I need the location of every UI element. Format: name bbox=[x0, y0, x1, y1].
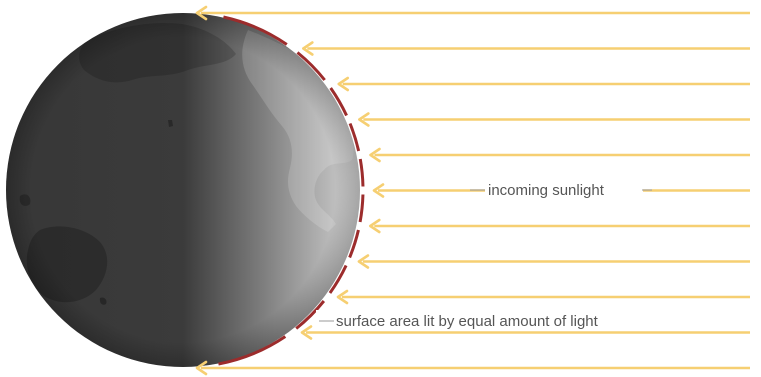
lit-surface-segment bbox=[295, 300, 326, 330]
sunlight-ray-arrowhead bbox=[195, 360, 208, 376]
sunlight-ray-arrowhead bbox=[372, 183, 385, 198]
lit-surface-segment bbox=[329, 87, 348, 117]
surface-area-label: surface area lit by equal amount of ligh… bbox=[336, 313, 599, 330]
incoming-sunlight-label: incoming sunlight bbox=[488, 182, 605, 199]
lit-surface-segment bbox=[218, 335, 287, 366]
sunlight-ray-arrowhead bbox=[337, 76, 350, 92]
sunlight-ray-arrowhead bbox=[369, 218, 381, 234]
incoming-sunlight-callout: incoming sunlight bbox=[470, 180, 652, 200]
lit-surface-segment bbox=[296, 51, 326, 81]
sunlight-ray-arrowhead bbox=[369, 147, 381, 163]
sunlight-ray-arrowhead bbox=[358, 112, 370, 127]
sunlight-ray-arrowhead bbox=[336, 289, 349, 305]
earth-globe bbox=[6, 13, 360, 367]
lit-surface-segment bbox=[328, 264, 348, 294]
lit-surface-segment bbox=[348, 229, 360, 259]
lit-surface-segment bbox=[348, 122, 361, 152]
sunlight-ray-arrowhead bbox=[300, 325, 313, 340]
surface-area-callout: surface area lit by equal amount of ligh… bbox=[316, 310, 688, 330]
lit-surface-segment bbox=[358, 158, 365, 187]
sunlight-ray-arrowhead bbox=[357, 254, 370, 269]
lit-surface-segments bbox=[218, 15, 365, 366]
surface-area-label-bg bbox=[316, 310, 688, 330]
sunlight-ray-arrowhead bbox=[302, 41, 314, 56]
lit-surface-segment bbox=[223, 15, 288, 46]
lit-surface-segment bbox=[358, 194, 365, 223]
incoming-sunlight-rays bbox=[195, 5, 750, 376]
sunlight-ray-arrowhead bbox=[195, 5, 208, 21]
incoming-sunlight-label-bg bbox=[485, 180, 643, 200]
